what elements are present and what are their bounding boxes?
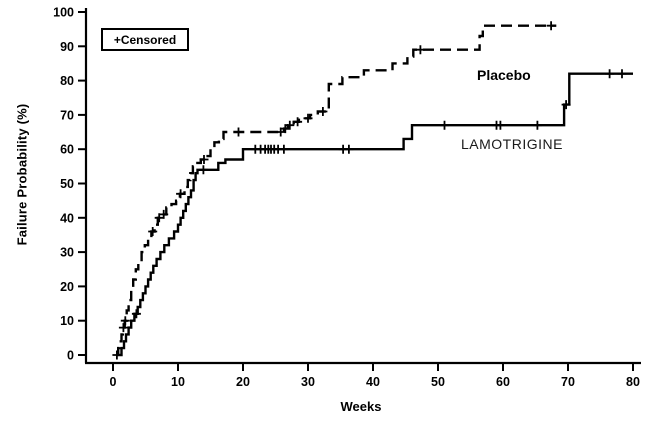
x-tick-label: 20 bbox=[236, 375, 250, 389]
y-tick-label: 20 bbox=[60, 280, 74, 294]
censored-legend: +Censored bbox=[101, 28, 189, 51]
censored-legend-label: +Censored bbox=[113, 32, 177, 47]
x-tick-label: 30 bbox=[301, 375, 315, 389]
lamotrigine-series-label: LAMOTRIGINE bbox=[461, 136, 563, 152]
x-tick-label: 50 bbox=[431, 375, 445, 389]
y-tick-label: 90 bbox=[60, 40, 74, 54]
y-tick-label: 70 bbox=[60, 108, 74, 122]
x-tick-label: 60 bbox=[496, 375, 510, 389]
y-tick-label: 10 bbox=[60, 314, 74, 328]
x-tick-label: 70 bbox=[561, 375, 575, 389]
y-tick-label: 40 bbox=[60, 211, 74, 225]
y-tick-label: 60 bbox=[60, 143, 74, 157]
x-tick-label: 80 bbox=[626, 375, 640, 389]
placebo-series-label: Placebo bbox=[477, 67, 531, 83]
y-tick-label: 80 bbox=[60, 74, 74, 88]
x-tick-label: 10 bbox=[171, 375, 185, 389]
y-tick-label: 100 bbox=[53, 6, 74, 20]
x-tick-label: 40 bbox=[366, 375, 380, 389]
y-tick-label: 0 bbox=[67, 349, 74, 363]
y-tick-label: 50 bbox=[60, 177, 74, 191]
curve-lamotrigine bbox=[119, 72, 633, 357]
y-axis-title: Failure Probability (%) bbox=[14, 103, 30, 246]
curve-placebo bbox=[116, 24, 557, 357]
y-tick-label: 30 bbox=[60, 246, 74, 260]
censor-marks-lamotrigine bbox=[131, 69, 627, 319]
censor-marks-placebo bbox=[112, 21, 556, 360]
x-axis-title: Weeks bbox=[340, 399, 382, 414]
x-tick-label: 0 bbox=[110, 375, 117, 389]
